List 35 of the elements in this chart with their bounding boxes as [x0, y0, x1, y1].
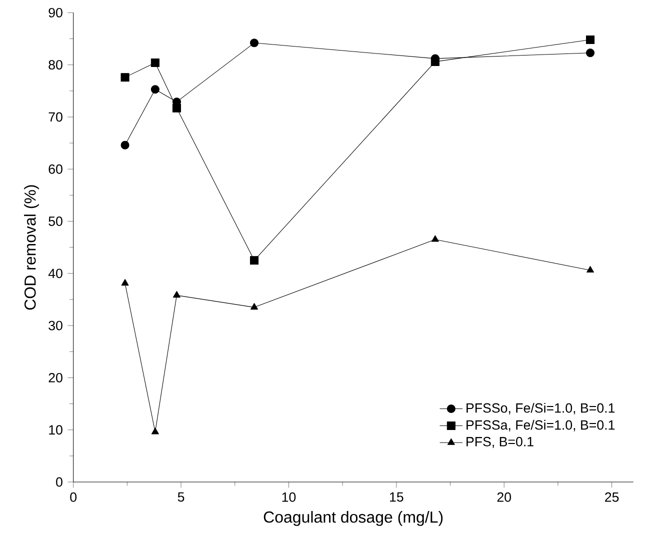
x-tick-label: 10 [282, 492, 296, 502]
point [586, 48, 595, 58]
point [172, 291, 180, 298]
x-tick-label: 25 [605, 492, 619, 502]
y-tick-label: 10 [49, 425, 62, 435]
point [250, 38, 259, 48]
y-tick-label: 40 [48, 268, 62, 278]
point [120, 73, 130, 82]
y-tick-label: 20 [48, 372, 62, 382]
point [250, 303, 258, 310]
x-tick-label: 15 [390, 492, 404, 502]
point [120, 140, 130, 150]
x-tick-label: 20 [497, 492, 512, 502]
x-tick-label: 5 [178, 492, 184, 502]
y-tick-label: 70 [48, 112, 62, 122]
y-axis-title: COD removal (%) [24, 185, 39, 310]
legend-label: PFS, B=0.1 [466, 436, 534, 448]
y-tick-label: 50 [48, 216, 62, 226]
x-axis-title: Coagulant dosage (mg/L) [264, 511, 443, 526]
legend-label: PFSSo, Fe/Si=1.0, B=0.1 [466, 402, 615, 414]
y-tick-label: 0 [56, 477, 62, 487]
point [150, 85, 160, 94]
point [151, 428, 159, 434]
point [121, 279, 129, 286]
point [586, 36, 595, 44]
point [431, 235, 439, 242]
y-tick-label: 80 [48, 60, 62, 70]
y-tick-label: 90 [48, 8, 62, 18]
x-tick-label: 0 [70, 492, 77, 502]
legend-label: PFSSa, Fe/Si=1.0, B=0.1 [466, 420, 615, 432]
point [586, 266, 594, 273]
y-tick-label: 30 [48, 320, 62, 330]
point [250, 256, 259, 265]
y-tick-label: 60 [48, 164, 62, 174]
point [150, 58, 160, 68]
